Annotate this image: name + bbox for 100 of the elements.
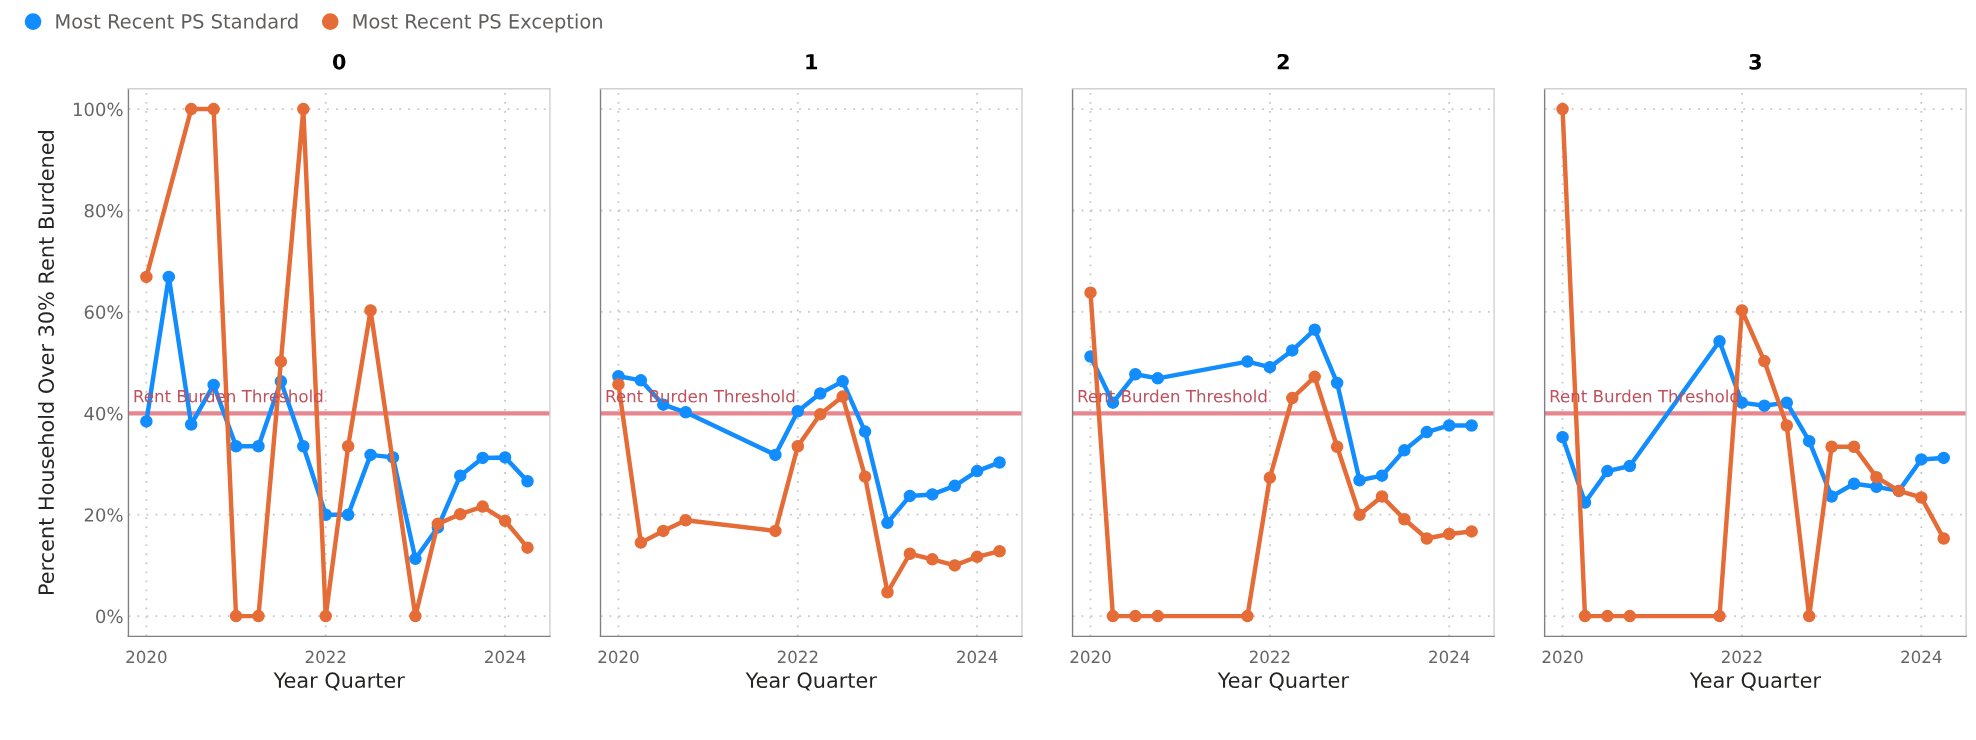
x-axis-title: Year Quarter [1689,672,1821,691]
point [1556,430,1569,444]
point [521,474,534,488]
point [229,609,243,623]
x-tick-label: 2020 [1542,650,1583,664]
point [1601,464,1614,478]
point [903,547,917,561]
point [970,550,984,564]
point [836,375,849,388]
point [1106,609,1120,623]
x-axis-title: Year Quarter [1217,672,1349,691]
x-tick-label: 2024 [1429,650,1470,664]
point [836,390,849,403]
point [297,440,310,453]
y-tick-label: 80% [84,203,123,218]
x-tick-label: 2022 [305,650,346,664]
point [791,440,805,453]
x-tick-label: 2022 [1249,650,1290,664]
point [1623,459,1637,473]
chart-title: 1 [806,54,818,70]
point [1084,286,1097,299]
point [252,440,265,453]
y-tick-label: 60% [84,305,123,320]
point [162,270,176,284]
point [1286,344,1299,357]
point [1825,440,1838,454]
point [1353,508,1366,521]
x-tick-label: 2022 [777,650,818,664]
point [319,609,332,623]
point [1937,532,1950,545]
point [858,425,872,438]
point [679,406,692,419]
point [1623,609,1637,623]
point [498,514,512,528]
point [1129,368,1142,381]
point [1398,444,1411,457]
point [229,440,243,453]
point [1847,440,1861,454]
legend-label: Most Recent PS Exception [353,13,602,33]
point [813,408,827,421]
point [274,355,288,368]
point [140,270,153,284]
point [409,609,422,623]
point [1601,609,1614,623]
x-tick-label: 2024 [1901,650,1942,664]
point [903,489,917,503]
point [948,479,961,493]
y-tick-label: 0% [96,609,123,624]
point [881,586,894,599]
x-tick-label: 2020 [1070,650,1111,664]
point [1330,440,1344,454]
point [634,536,648,549]
point [993,544,1006,558]
point [1578,609,1592,623]
point [1241,609,1254,623]
point [207,102,220,116]
point [1780,396,1794,409]
point [431,517,445,531]
point [679,514,692,527]
point [1129,609,1142,623]
point [1375,490,1389,503]
point [926,488,939,501]
point [1442,527,1456,541]
point [1420,425,1434,439]
point [612,378,625,391]
point [1713,609,1726,623]
point [1713,335,1726,348]
point [1398,513,1411,526]
point [364,448,377,462]
point [1151,609,1165,623]
point [948,559,961,572]
point [1556,102,1569,116]
x-tick-label: 2022 [1721,650,1762,664]
point [1937,451,1950,465]
y-tick-label: 100% [73,102,123,117]
point [476,451,489,465]
point [657,524,670,538]
point [453,469,467,482]
point [634,374,648,387]
point [1465,419,1478,432]
point [993,456,1006,469]
y-tick-label: 20% [84,508,123,522]
point [813,387,827,400]
point [1758,354,1771,368]
point [1915,491,1928,504]
point [1780,419,1794,432]
point [1870,470,1883,484]
point [1308,323,1321,336]
point [1375,469,1389,482]
point [1442,419,1456,432]
point [858,470,872,483]
point [769,448,782,462]
point [1286,391,1299,405]
point [1735,304,1749,317]
point [498,451,512,464]
x-axis-title: Year Quarter [745,672,877,691]
point [1847,477,1861,491]
point [1353,473,1366,487]
x-axis-title: Year Quarter [273,672,405,691]
point [1330,376,1344,390]
